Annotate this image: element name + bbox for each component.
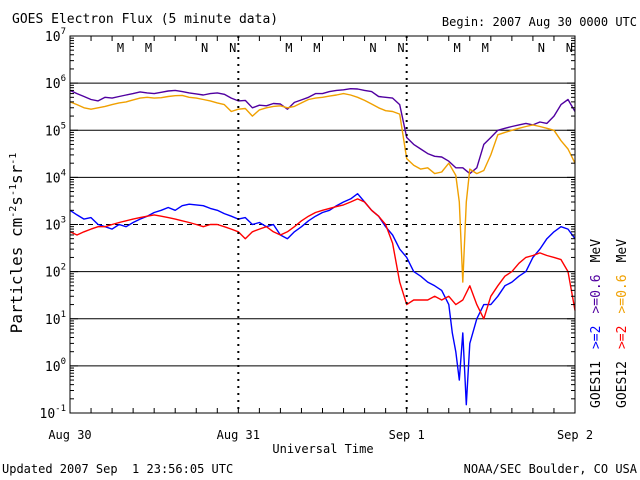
chart-title: GOES Electron Flux (5 minute data) [12, 12, 278, 27]
series-line-3 [69, 198, 576, 320]
y-tick-base: 10 [45, 30, 61, 45]
y-tick-exponent: 7 [61, 27, 66, 37]
marker-m-1: M [145, 41, 152, 55]
marker-n-7: N [397, 41, 404, 55]
y-axis-label-exp3: -1 [8, 153, 19, 165]
legend-segment: GOES12 [615, 361, 630, 408]
y-tick-base: 10 [45, 77, 61, 92]
series-line-1 [69, 92, 576, 283]
legend-segment: >=2 [615, 326, 630, 349]
marker-n-2: N [201, 41, 208, 55]
y-tick-base: 10 [45, 124, 61, 139]
y-tick-label-3: 102 [45, 263, 66, 281]
x-axis-label: Universal Time [272, 442, 373, 456]
marker-m-8: M [454, 41, 461, 55]
y-tick-base: 10 [45, 313, 61, 328]
y-tick-base: 10 [45, 266, 61, 281]
marker-n-11: N [566, 41, 573, 55]
marker-m-4: M [285, 41, 292, 55]
marker-n-6: N [369, 41, 376, 55]
legend-segment: MeV [615, 239, 630, 263]
marker-n-10: N [538, 41, 545, 55]
y-tick-base: 10 [45, 171, 61, 186]
y-tick-exponent: -1 [55, 404, 66, 414]
y-tick-base: 10 [40, 407, 56, 422]
y-axis-label: Particles cm-2s-1sr-1 [7, 153, 26, 334]
y-tick-exponent: 0 [61, 357, 66, 367]
legend-segment: >=2 [589, 326, 604, 349]
x-tick-labels: Aug 30 Aug 31 Sep 1 Sep 2 [48, 428, 593, 442]
y-axis-label-exp2: -1 [8, 184, 19, 196]
y-axis-label-base: Particles cm [7, 218, 26, 334]
y-tick-label-6: 105 [45, 121, 66, 139]
marker-m-5: M [313, 41, 320, 55]
y-tick-exponent: 3 [61, 216, 66, 226]
plot-frame [69, 35, 576, 414]
marker-n-3: N [229, 41, 236, 55]
x-tick-label-0: Aug 30 [48, 428, 91, 442]
x-tick-label-3: Sep 2 [557, 428, 593, 442]
axis-ticks [69, 36, 576, 414]
y-tick-exponent: 6 [61, 74, 66, 84]
y-tick-exponent: 4 [61, 168, 66, 178]
y-tick-exponent: 5 [61, 121, 66, 131]
horizontal-gridlines [70, 82, 575, 367]
legend-goes11: GOES11 >=2 >=0.6 MeV [589, 239, 604, 408]
y-tick-exponent: 2 [61, 263, 66, 273]
x-tick-label-2: Sep 1 [389, 428, 425, 442]
series-layer [69, 87, 576, 406]
credit-line: NOAA/SEC Boulder, CO USA [464, 462, 638, 476]
y-tick-base: 10 [45, 219, 61, 234]
marker-m-0: M [117, 41, 124, 55]
y-tick-label-1: 100 [45, 357, 66, 375]
y-tick-label-8: 107 [45, 27, 66, 45]
y-tick-base: 10 [45, 360, 61, 375]
x-tick-label-1: Aug 31 [217, 428, 260, 442]
begin-label: Begin: 2007 Aug 30 0000 UTC [442, 15, 637, 29]
legend-segment: MeV [589, 239, 604, 263]
y-axis-label-mid2: sr [7, 164, 26, 184]
y-tick-label-0: 10-1 [40, 404, 67, 422]
legend-segment: GOES11 [589, 361, 604, 408]
y-tick-exponent: 1 [61, 310, 66, 320]
y-tick-label-2: 101 [45, 310, 66, 328]
series-line-2 [69, 192, 576, 406]
y-tick-label-4: 103 [45, 216, 66, 234]
legend-segment: >=0.6 [615, 274, 630, 313]
y-axis-label-mid1: s [7, 196, 26, 206]
legend-segment: >=0.6 [589, 274, 604, 313]
y-tick-label-7: 106 [45, 74, 66, 92]
marker-m-9: M [482, 41, 489, 55]
y-axis-label-exp1: -2 [8, 206, 19, 218]
series-line-0 [69, 87, 576, 175]
updated-timestamp: Updated 2007 Sep 1 23:56:05 UTC [2, 462, 233, 476]
legend-goes12: GOES12 >=2 >=0.6 MeV [615, 239, 630, 408]
y-tick-label-5: 104 [45, 168, 66, 186]
